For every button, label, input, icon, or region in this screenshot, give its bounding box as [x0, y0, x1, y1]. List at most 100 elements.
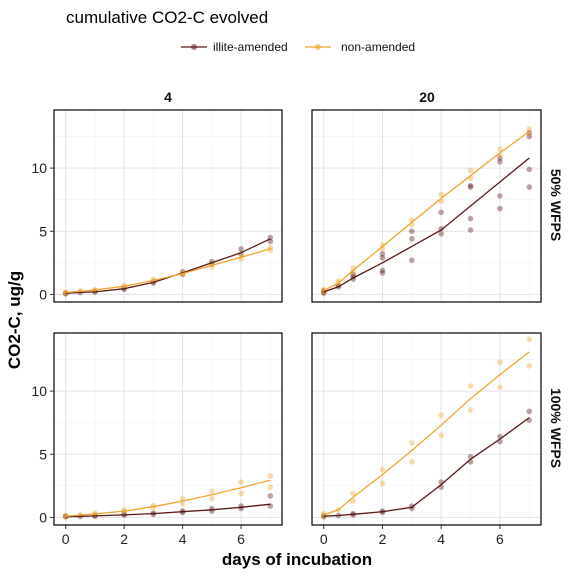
data-point-illite-amended — [379, 251, 386, 257]
y-tick-label: 0 — [39, 509, 47, 525]
data-point-illite-amended — [526, 133, 533, 140]
series-line-illite-amended — [65, 503, 271, 518]
series-line-illite-amended — [65, 238, 271, 294]
data-point-illite-amended — [438, 230, 444, 237]
data-point-non-amended — [379, 242, 386, 248]
panel-2: 0 5 10 0 2 4 6 — [31, 332, 283, 547]
x-tick-label: 2 — [120, 531, 128, 547]
data-point-illite-amended — [409, 228, 415, 235]
series-line-illite-amended — [323, 417, 530, 517]
data-point-illite-amended — [379, 270, 386, 276]
strip-row-100-wfps: 100% WFPS — [548, 388, 564, 468]
data-point-non-amended — [179, 500, 186, 507]
data-point-illite-amended — [438, 209, 444, 216]
data-point-illite-amended — [497, 155, 503, 161]
data-point-non-amended — [467, 167, 474, 174]
chart-title: cumulative CO2-C evolved — [66, 8, 268, 27]
facet-panels: 0 5 10 0 5 10 0 2 4 6 0 2 4 6 — [31, 109, 542, 547]
data-point-illite-amended — [497, 193, 503, 199]
y-tick-label: 5 — [39, 446, 47, 462]
data-point-non-amended — [497, 359, 503, 365]
legend: illite-amended non-amended — [181, 40, 415, 54]
data-point-non-amended — [209, 488, 215, 494]
y-axis-title: CO2-C, ug/g — [5, 271, 24, 369]
series-line-non-amended — [323, 130, 530, 292]
data-point-non-amended — [409, 459, 415, 465]
data-point-non-amended — [350, 268, 356, 275]
series-line-non-amended — [323, 351, 530, 516]
data-point-illite-amended — [467, 182, 474, 189]
data-point-illite-amended — [497, 158, 503, 165]
data-point-illite-amended — [467, 215, 474, 222]
data-point-illite-amended — [379, 267, 386, 274]
data-point-illite-amended — [526, 408, 533, 415]
data-point-non-amended — [526, 363, 533, 369]
data-point-non-amended — [438, 412, 444, 418]
data-point-illite-amended — [409, 257, 415, 264]
data-point-illite-amended — [409, 236, 415, 242]
data-point-illite-amended — [526, 129, 533, 136]
data-point-non-amended — [209, 495, 215, 502]
y-tick-label: 10 — [31, 160, 47, 176]
data-point-illite-amended — [467, 184, 474, 190]
legend-label-non-amended: non-amended — [341, 40, 415, 54]
data-point-non-amended — [350, 490, 356, 497]
x-tick-label: 0 — [62, 531, 70, 547]
data-point-non-amended — [526, 126, 533, 132]
y-tick-label: 10 — [31, 383, 47, 399]
data-point-illite-amended — [526, 166, 533, 173]
legend-point-non-amended — [315, 44, 321, 50]
series-line-illite-amended — [323, 157, 530, 293]
data-point-illite-amended — [267, 493, 274, 499]
data-point-non-amended — [438, 191, 444, 198]
x-tick-label: 6 — [237, 531, 245, 547]
strip-row-50-wfps: 50% WFPS — [548, 169, 564, 241]
panel-frame — [311, 332, 542, 526]
data-point-illite-amended — [350, 271, 356, 278]
data-point-non-amended — [179, 495, 186, 502]
data-point-non-amended — [497, 146, 503, 152]
strip-col-4: 4 — [164, 89, 172, 105]
data-point-non-amended — [526, 336, 533, 343]
legend-label-illite: illite-amended — [213, 40, 288, 54]
panel-0: 0 5 10 — [31, 109, 283, 303]
x-tick-label: 0 — [320, 531, 328, 547]
data-point-illite-amended — [526, 184, 533, 190]
data-point-non-amended — [92, 510, 98, 516]
data-point-illite-amended — [467, 227, 474, 233]
data-point-illite-amended — [379, 254, 386, 261]
data-point-illite-amended — [497, 205, 503, 212]
panel-frame — [53, 109, 283, 303]
data-point-non-amended — [62, 513, 69, 520]
series-line-non-amended — [65, 479, 271, 517]
x-tick-label: 4 — [179, 531, 187, 547]
series-line-non-amended — [65, 248, 271, 294]
data-point-non-amended — [497, 384, 503, 391]
x-tick-label: 4 — [437, 531, 445, 547]
data-point-non-amended — [350, 498, 356, 504]
x-tick-label: 2 — [379, 531, 387, 547]
data-point-non-amended — [238, 479, 244, 485]
data-point-non-amended — [267, 472, 274, 479]
y-tick-label: 5 — [39, 223, 47, 239]
data-point-illite-amended — [238, 246, 244, 252]
x-axis-title: days of incubation — [222, 550, 372, 569]
data-point-illite-amended — [62, 513, 69, 520]
data-point-non-amended — [467, 383, 474, 389]
data-point-non-amended — [379, 480, 386, 487]
strip-col-20: 20 — [419, 89, 435, 105]
data-point-non-amended — [267, 484, 274, 490]
panel-3: 0 2 4 6 — [311, 332, 542, 547]
data-point-non-amended — [238, 490, 244, 497]
legend-point-illite — [191, 44, 197, 50]
data-point-non-amended — [409, 440, 415, 446]
panel-frame — [53, 332, 283, 526]
x-tick-label: 6 — [496, 531, 504, 547]
y-tick-label: 0 — [39, 286, 47, 302]
panel-1 — [311, 109, 542, 303]
data-point-non-amended — [438, 432, 444, 439]
data-point-non-amended — [379, 466, 386, 473]
panel-frame — [311, 109, 542, 303]
data-point-non-amended — [467, 407, 474, 413]
